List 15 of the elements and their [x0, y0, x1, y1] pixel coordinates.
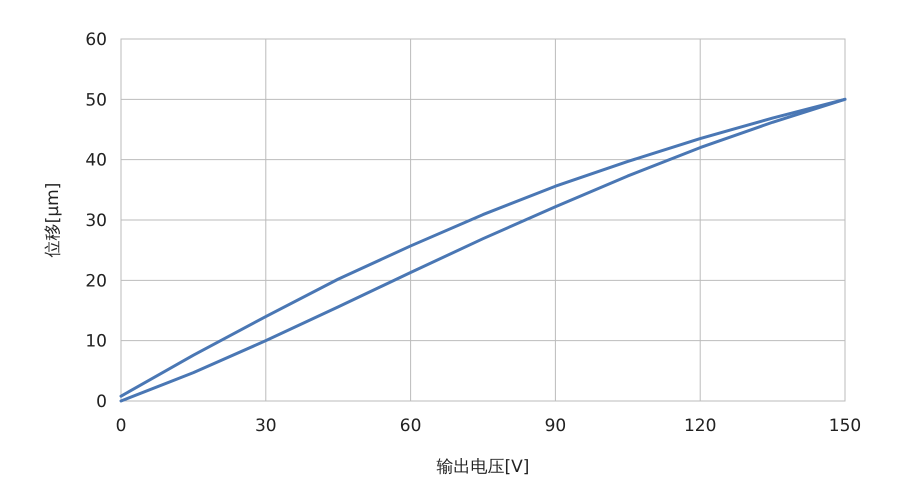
x-tick-label: 90: [544, 416, 566, 436]
x-tick-label: 60: [400, 416, 422, 436]
y-tick-label: 20: [85, 271, 107, 292]
y-tick-label: 10: [85, 332, 107, 352]
x-tick-label: 120: [684, 416, 716, 436]
y-tick-label: 60: [85, 30, 107, 50]
y-tick-label: 30: [85, 211, 107, 231]
x-tick-label: 30: [254, 416, 277, 436]
y-tick-label: 40: [85, 150, 107, 171]
x-axis-title: 输出电压[V]: [436, 457, 530, 477]
x-tick-label: 150: [828, 416, 862, 436]
x-tick-label: 0: [116, 416, 126, 436]
y-tick-label: 50: [85, 90, 107, 110]
y-axis-title: 位移[μm]: [43, 182, 63, 258]
y-tick-label: 0: [96, 392, 107, 412]
